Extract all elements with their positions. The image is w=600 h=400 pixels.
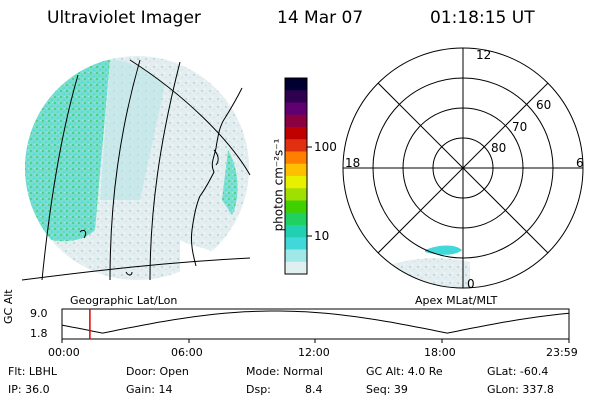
colorbar-segment [285,151,307,165]
door-info: Door: Open [126,365,189,378]
date-label: 14 Mar 07 [277,8,364,28]
coastline [79,87,243,276]
colorbar-segment [285,127,307,140]
colorbar [285,78,307,275]
geographic-image [25,56,249,280]
dsp-info-value: 8.4 [305,383,323,396]
time-label: 01:18:15 UT [430,8,535,28]
glon-info: GLon: 337.8 [487,383,554,396]
colorbar-segment [285,102,307,116]
colorbar-tick-10: 10 [314,229,330,243]
lat-label-70: 70 [512,120,528,134]
colorbar-segment [285,163,307,177]
colorbar-segment [285,225,307,238]
colorbar-segment [285,200,307,214]
colorbar-segment [285,78,307,91]
colorbar-tick-100: 100 [314,140,337,154]
mlt-label-6: 6 [576,156,584,170]
dsp-info-label: Dsp: [246,383,271,396]
time-tick-0600: 06:00 [171,346,203,359]
seq-info: Seq: 39 [366,383,408,396]
colorbar-segment [285,90,307,103]
mlt-label-0: 0 [467,277,475,291]
colorbar-segment [285,212,307,226]
mlt-label-18: 18 [345,156,361,170]
filter-info: Flt: LBHL [8,365,57,378]
lat-label-80: 80 [491,141,507,155]
altitude-plot [61,308,570,343]
colorbar-segment [285,176,307,189]
altitude-tick-max: 9.0 [30,307,48,320]
colorbar-unit-label: photon cm⁻²s⁻¹ [271,138,286,232]
altitude-axis-label: GC Alt [2,289,15,324]
geographic-grid [21,59,251,281]
left-panel-label: Geographic Lat/Lon [70,294,178,307]
time-tick-0000: 00:00 [48,346,80,359]
glat-info: GLat: -60.4 [487,365,549,378]
ip-info: IP: 36.0 [8,383,50,396]
time-tick-2359: 23:59 [546,346,578,359]
time-tick-1200: 12:00 [298,346,330,359]
gain-info: Gain: 14 [126,383,173,396]
right-panel-label: Apex MLat/MLT [415,294,498,307]
colorbar-segment [285,249,307,263]
colorbar-segment [285,139,307,152]
instrument-title: Ultraviolet Imager [47,8,201,28]
gc-alt-info: GC Alt: 4.0 Re [366,365,443,378]
colorbar-segment [285,261,307,275]
mlt-label-12: 12 [476,48,492,62]
colorbar-segment [285,188,307,201]
polar-grid [342,47,584,289]
altitude-tick-min: 1.8 [30,327,48,340]
colorbar-segment [285,114,307,128]
lat-label-60: 60 [536,98,552,112]
colorbar-segment [285,237,307,250]
time-tick-1800: 18:00 [424,346,456,359]
mode-info: Mode: Normal [246,365,323,378]
